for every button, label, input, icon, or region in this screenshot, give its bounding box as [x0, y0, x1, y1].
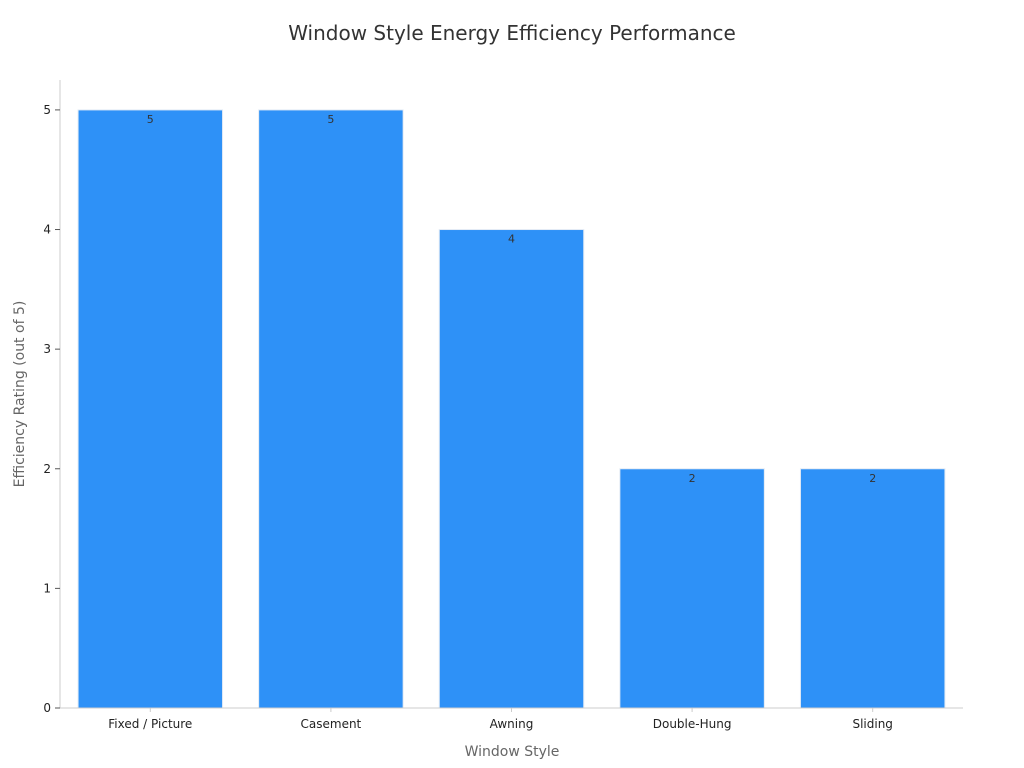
y-tick-label: 2 [43, 462, 51, 476]
x-tick-label: Sliding [852, 717, 892, 731]
x-tick-label: Awning [490, 717, 534, 731]
y-tick-label: 5 [43, 103, 51, 117]
x-tick-label: Fixed / Picture [108, 717, 192, 731]
bar-awning [438, 229, 585, 709]
bar-fixed-picture [77, 109, 224, 709]
bar-casement [258, 109, 404, 709]
bar-sliding [799, 468, 946, 709]
data-label: 2 [869, 472, 876, 485]
y-tick-label: 0 [43, 701, 51, 715]
y-tick-label: 4 [43, 223, 51, 237]
y-tick-label: 1 [43, 581, 51, 595]
y-tick-label: 3 [43, 342, 51, 356]
bar-double-hung [619, 468, 765, 709]
data-label: 5 [147, 113, 154, 126]
data-label: 2 [689, 472, 696, 485]
bars-layer [77, 109, 946, 709]
x-tick-label: Casement [301, 717, 362, 731]
axes-layer: Fixed / Picture Casement Awning Double-Hung… [43, 80, 963, 731]
data-label: 5 [327, 113, 334, 126]
x-tick-label: Double-Hung [653, 717, 732, 731]
chart-title: Window Style Energy Efficiency Performan… [288, 21, 736, 45]
data-labels-layer: 5 5 4 2 2 [147, 113, 876, 485]
data-label: 4 [508, 233, 515, 246]
y-axis-label: Efficiency Rating (out of 5) [12, 301, 28, 488]
x-axis-label: Window Style [465, 744, 560, 760]
